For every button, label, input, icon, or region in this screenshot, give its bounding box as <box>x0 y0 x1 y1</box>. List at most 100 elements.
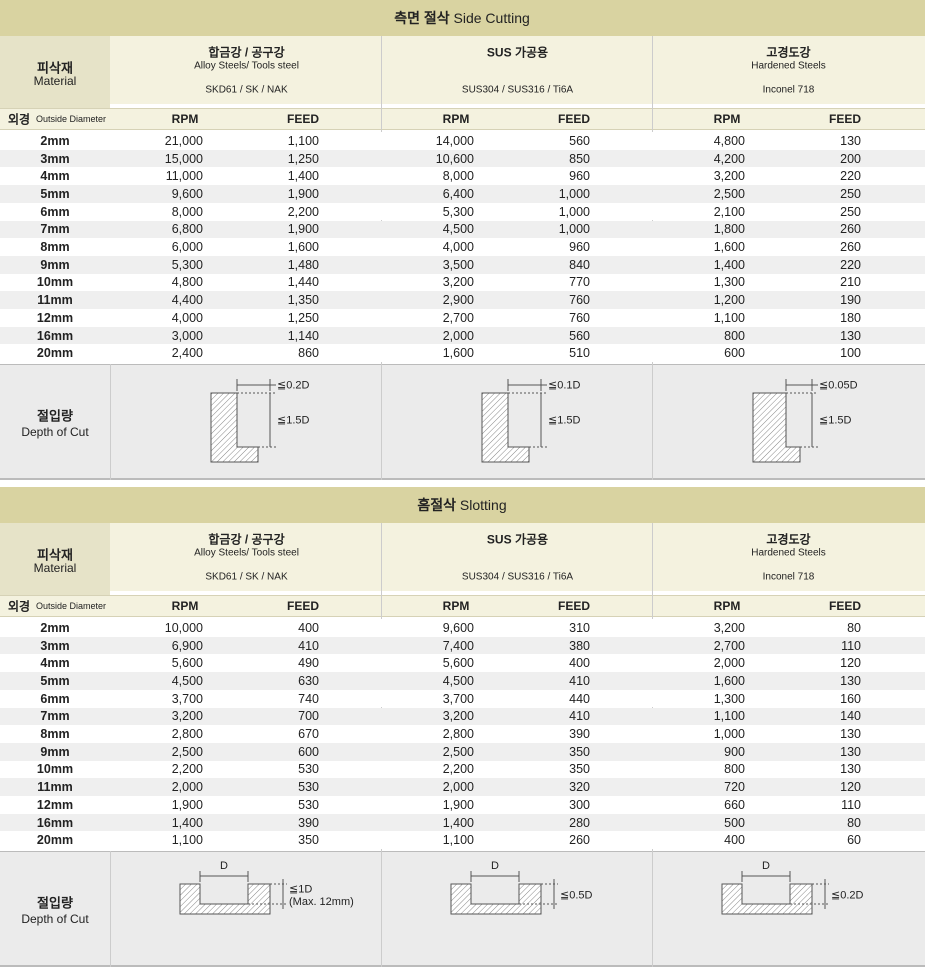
row-diameter: 20mm <box>36 833 74 848</box>
feed-value: 1,440 <box>287 275 319 290</box>
material-grades: SKD61 / SK / NAK <box>205 571 288 583</box>
row-bg <box>0 654 925 673</box>
row-bg <box>0 742 925 761</box>
col-feed: FEED <box>557 112 591 126</box>
rpm-value: 10,600 <box>435 151 474 166</box>
rpm-value: 4,000 <box>171 310 203 325</box>
rpm-value: 2,200 <box>442 762 474 777</box>
feed-value: 260 <box>840 222 861 237</box>
feed-value: 400 <box>569 656 590 671</box>
rpm-value: 2,200 <box>171 762 203 777</box>
feed-value: 1,480 <box>287 257 319 272</box>
cut-diagram <box>210 379 276 463</box>
feed-value: 280 <box>569 815 590 830</box>
col-divider <box>381 851 382 967</box>
row-diameter: 3mm <box>40 151 70 166</box>
row-bg <box>0 707 925 726</box>
rpm-value: 2,100 <box>713 204 745 219</box>
rpm-value: 1,400 <box>713 257 745 272</box>
feed-value: 700 <box>298 709 319 724</box>
row-bg <box>0 831 925 850</box>
table-title: 홈절삭 Slotting <box>417 495 506 515</box>
feed-value: 1,250 <box>287 151 319 166</box>
feed-value: 400 <box>298 620 319 635</box>
rpm-value: 2,000 <box>171 780 203 795</box>
feed-value: 860 <box>298 346 319 361</box>
cut-depth: ≦0.2D <box>831 889 864 902</box>
title-bar <box>0 0 925 36</box>
material-grades: Inconel 718 <box>762 84 815 96</box>
feed-value: 350 <box>569 744 590 759</box>
cut-note: (Max. 12mm) <box>289 896 354 908</box>
rpm-value: 2,000 <box>442 328 474 343</box>
feed-value: 130 <box>840 762 861 777</box>
row-diameter: 11mm <box>37 780 73 795</box>
rpm-value: 5,600 <box>442 656 474 671</box>
label-col <box>0 36 110 108</box>
rpm-value: 3,200 <box>171 709 203 724</box>
row-bg <box>0 672 925 690</box>
rpm-value: 2,400 <box>171 346 203 361</box>
rpm-value: 8,000 <box>171 204 203 219</box>
row-bg <box>0 725 925 743</box>
row-bg <box>0 167 925 186</box>
col-divider <box>110 851 111 967</box>
material-label-en: Material <box>33 561 77 575</box>
header-bg <box>0 523 925 591</box>
row-bg <box>0 636 925 655</box>
rpm-value: 2,500 <box>171 744 203 759</box>
feed-value: 1,000 <box>558 186 590 201</box>
feed-value: 250 <box>840 186 861 201</box>
cut-diagram <box>752 379 818 463</box>
col-rpm: RPM <box>442 112 470 126</box>
feed-value: 130 <box>840 727 861 742</box>
rpm-value: 6,000 <box>171 240 203 255</box>
title-bar <box>0 487 925 523</box>
rpm-value: 2,000 <box>713 656 745 671</box>
rpm-value: 3,700 <box>442 691 474 706</box>
feed-value: 310 <box>569 620 590 635</box>
rpm-value: 4,500 <box>442 673 474 688</box>
row-bg <box>0 185 925 203</box>
material-name: SUS 가공용 <box>486 532 549 547</box>
rpm-value: 3,200 <box>442 709 474 724</box>
row-diameter: 9mm <box>40 744 70 759</box>
row-diameter: 7mm <box>40 222 70 237</box>
rpm-value: 800 <box>724 328 745 343</box>
row-bg <box>0 778 925 796</box>
rpm-value: 10,000 <box>164 620 203 635</box>
feed-value: 200 <box>840 151 861 166</box>
diameter-label-ko: 외경 <box>8 112 31 127</box>
rpm-value: 21,000 <box>164 133 203 148</box>
diameter-label-ko: 외경 <box>8 599 31 614</box>
col-divider <box>381 364 382 480</box>
row-diameter: 12mm <box>36 797 74 812</box>
row-bg <box>0 326 925 345</box>
cut-depth: ≦0.5D <box>560 889 593 902</box>
rpm-value: 1,000 <box>713 727 745 742</box>
row-diameter: 3mm <box>40 638 70 653</box>
rpm-value: 1,600 <box>713 673 745 688</box>
title-en: Slotting <box>456 497 507 513</box>
feed-value: 490 <box>298 656 319 671</box>
row-diameter: 12mm <box>36 310 74 325</box>
title-en: Side Cutting <box>449 10 530 26</box>
rpm-value: 1,800 <box>713 222 745 237</box>
feed-value: 440 <box>569 691 590 706</box>
rpm-value: 1,100 <box>171 833 203 848</box>
subheader-bg <box>0 595 925 617</box>
feed-value: 1,400 <box>287 169 319 184</box>
rpm-value: 4,800 <box>171 275 203 290</box>
row-bg <box>0 689 925 708</box>
rpm-value: 5,600 <box>171 656 203 671</box>
rpm-value: 1,100 <box>713 310 745 325</box>
row-bg <box>0 813 925 832</box>
feed-value: 510 <box>569 346 590 361</box>
row-diameter: 16mm <box>36 328 74 343</box>
feed-value: 600 <box>298 744 319 759</box>
row-bg <box>0 760 925 779</box>
rpm-value: 1,300 <box>713 691 745 706</box>
rpm-value: 1,400 <box>171 815 203 830</box>
feed-value: 180 <box>840 310 861 325</box>
